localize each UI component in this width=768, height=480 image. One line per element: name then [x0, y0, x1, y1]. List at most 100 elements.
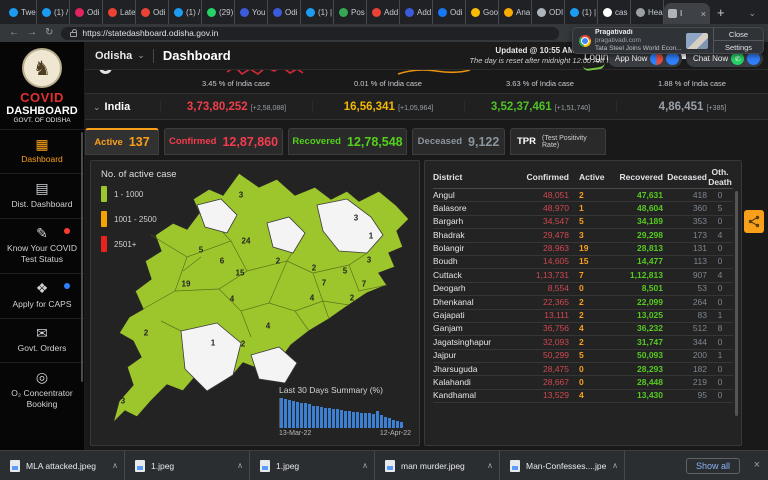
table-cell: 36,232	[603, 324, 663, 333]
table-row[interactable]: Jharsuguda28,475028,2931820	[433, 363, 733, 376]
browser-tab[interactable]: Odi	[268, 0, 301, 24]
chart-bar	[400, 422, 403, 428]
new-tab-button[interactable]: +	[717, 2, 725, 24]
browser-tab[interactable]: (1) /	[37, 0, 70, 24]
district-active-count: 2	[276, 257, 280, 266]
tab-confirmed[interactable]: Confirmed12,87,860	[164, 128, 283, 155]
table-row[interactable]: Dhenkanal22,365222,0992640	[433, 296, 733, 309]
table-row[interactable]: Ganjam36,756436,2325128	[433, 323, 733, 336]
browser-tab[interactable]: (1) |	[301, 0, 334, 24]
table-cell: Ganjam	[433, 324, 513, 333]
sidebar-item-apply-for-caps[interactable]: ❖Apply for CAPS	[0, 273, 84, 317]
table-cell: 0	[707, 365, 733, 374]
close-icon[interactable]: ×	[701, 9, 706, 19]
news-icon	[372, 8, 381, 17]
browser-tab[interactable]: Twe	[4, 0, 37, 24]
browser-tab[interactable]: (1) /	[169, 0, 202, 24]
browser-tab[interactable]: Odi	[433, 0, 466, 24]
sidebar-scrollbar[interactable]	[81, 132, 83, 382]
chevron-down-icon[interactable]: ⌄	[137, 50, 145, 61]
chevron-down-icon[interactable]: ⌄	[93, 102, 101, 112]
back-icon[interactable]: ←	[9, 28, 19, 38]
browser-tab[interactable]: Late	[103, 0, 136, 24]
chevron-up-icon[interactable]: ∧	[612, 461, 618, 470]
india-row-label[interactable]: ⌄India	[85, 101, 160, 113]
table-row[interactable]: Jajpur50,299550,0932001	[433, 350, 733, 363]
chevron-up-icon[interactable]: ∧	[112, 461, 118, 470]
browser-tab[interactable]: You	[235, 0, 268, 24]
table-row[interactable]: Kandhamal13,529413,430950	[433, 390, 733, 403]
tab-title: Odi	[87, 8, 99, 17]
show-all-button[interactable]: Show all	[686, 458, 740, 474]
browser-tab[interactable]: Add	[367, 0, 400, 24]
tab-deceased[interactable]: Deceased9,122	[412, 128, 505, 155]
column-header[interactable]: Confirmed	[513, 173, 569, 182]
browser-tab[interactable]: (1) |	[565, 0, 598, 24]
download-item[interactable]: 1.jpeg∧	[125, 451, 250, 480]
chevron-up-icon[interactable]: ∧	[487, 461, 493, 470]
sidebar-item-label: Dashboard	[3, 154, 81, 165]
download-item[interactable]: 1.jpeg∧	[250, 451, 375, 480]
browser-tab[interactable]: Odi	[70, 0, 103, 24]
browser-tab[interactable]: cas	[598, 0, 631, 24]
chart-bar	[280, 398, 283, 428]
table-row[interactable]: Deogarh8,55408,501530	[433, 283, 733, 296]
table-cell: 0	[707, 257, 733, 266]
browser-tab[interactable]: ODI	[532, 0, 565, 24]
tab-recovered[interactable]: Recovered12,78,548	[288, 128, 407, 155]
browser-tab[interactable]: Odi	[136, 0, 169, 24]
chart-bar	[296, 402, 299, 428]
table-row[interactable]: Cuttack1,13,73171,12,8139074	[433, 269, 733, 282]
table-cell: Jagatsinghapur	[433, 338, 513, 347]
stat-tab-value: 137	[129, 135, 150, 149]
tab-active[interactable]: Active137	[85, 128, 159, 155]
column-header[interactable]: Deceased	[663, 173, 707, 182]
browser-tab[interactable]: Goo	[466, 0, 499, 24]
browser-tab[interactable]: Pos	[334, 0, 367, 24]
india-row[interactable]: ⌄India 3,73,80,252 [+2,58,088]16,56,341 …	[85, 93, 768, 120]
india-stat-value: 3,73,80,252 [+2,58,088]	[160, 101, 312, 113]
table-cell: 29,478	[513, 231, 569, 240]
close-downloads-icon[interactable]: ×	[754, 459, 760, 471]
tab-tpr[interactable]: TPR(Test Positivity Rate)	[510, 128, 606, 155]
sidebar-item-dashboard[interactable]: ▦Dashboard	[0, 129, 84, 173]
sidebar-item-govt-orders[interactable]: ✉Govt. Orders	[0, 318, 84, 362]
browser-tab[interactable]: (29)	[202, 0, 235, 24]
download-item[interactable]: Man-Confesses....jpeg∧	[500, 451, 625, 480]
reload-icon[interactable]: ↻	[45, 28, 53, 38]
notification-settings-button[interactable]: Settings	[714, 40, 763, 53]
download-item[interactable]: MLA attacked.jpeg∧	[0, 451, 125, 480]
sidebar-item-know-your-covid-test-status[interactable]: ✎Know Your COVID Test Status	[0, 218, 84, 273]
column-header[interactable]: Oth. Death	[707, 168, 733, 187]
sidebar-item-o-concentrator-booking[interactable]: ◎O₂ Concentrator Booking	[0, 362, 84, 417]
table-row[interactable]: Angul48,051247,6314180	[433, 189, 733, 202]
table-row[interactable]: Gajapati13,111213,025831	[433, 310, 733, 323]
sidebar-item-dist-dashboard[interactable]: ▤Dist. Dashboard	[0, 173, 84, 217]
share-button[interactable]	[744, 210, 764, 233]
table-row[interactable]: Boudh14,6051514,4771130	[433, 256, 733, 269]
column-header[interactable]: Recovered	[603, 173, 663, 182]
tab-search-icon[interactable]: ⌄	[748, 2, 768, 24]
notification-close-button[interactable]: Close	[714, 28, 763, 40]
state-selector[interactable]: Odisha	[95, 50, 132, 62]
chart-bar	[284, 399, 287, 428]
download-item[interactable]: man murder.jpeg∧	[375, 451, 500, 480]
chevron-up-icon[interactable]: ∧	[362, 461, 368, 470]
column-header[interactable]: Active	[569, 173, 603, 182]
table-row[interactable]: Balasore48,970148,6043605	[433, 202, 733, 215]
browser-tab[interactable]: Hea	[631, 0, 664, 24]
table-row[interactable]: Bhadrak29,478329,2981734	[433, 229, 733, 242]
address-bar[interactable]: https://statedashboard.odisha.gov.in	[61, 27, 559, 40]
column-header[interactable]: District	[433, 173, 513, 182]
tab-title: Ana	[516, 8, 530, 17]
browser-tab-active[interactable]: I×	[664, 3, 710, 24]
table-scrollbar[interactable]	[735, 191, 738, 416]
table-row[interactable]: Kalahandi28,667028,4482190	[433, 376, 733, 389]
table-row[interactable]: Bolangir28,9631928,8131310	[433, 243, 733, 256]
table-row[interactable]: Jagatsinghapur32,093231,7473440	[433, 336, 733, 349]
browser-tab[interactable]: Add	[400, 0, 433, 24]
browser-tab[interactable]: Ana	[499, 0, 532, 24]
chevron-up-icon[interactable]: ∧	[237, 461, 243, 470]
table-row[interactable]: Bargarh34,547534,1893530	[433, 216, 733, 229]
forward-icon[interactable]: →	[27, 28, 37, 38]
